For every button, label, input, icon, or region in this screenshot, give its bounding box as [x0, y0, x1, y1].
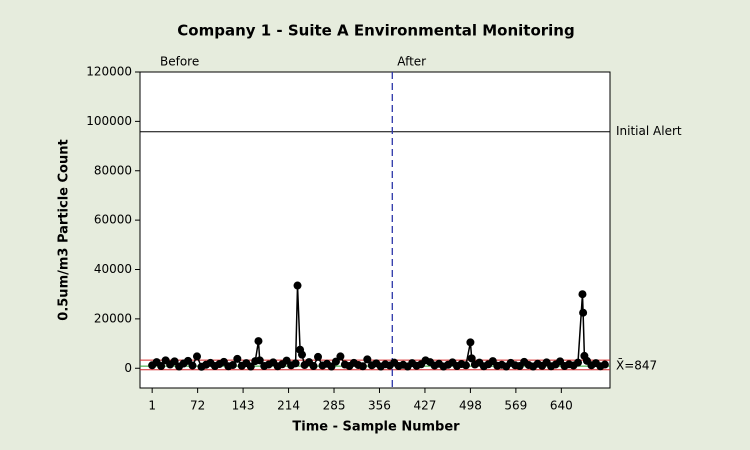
data-point: [233, 354, 242, 363]
x-tick-label: 143: [232, 399, 255, 413]
alert-label: Initial Alert: [616, 124, 682, 138]
plot-area: [139, 71, 611, 389]
data-point: [336, 352, 345, 361]
chart-title: Company 1 - Suite A Environmental Monito…: [177, 22, 574, 40]
x-tick-label: 498: [459, 399, 482, 413]
x-tick-label: 1: [148, 399, 156, 413]
data-point: [466, 338, 475, 347]
phase-right-label: After: [397, 55, 426, 69]
y-tick-label: 20000: [94, 311, 132, 325]
data-point: [293, 281, 302, 290]
x-tick-label: 214: [277, 399, 300, 413]
data-point: [331, 357, 340, 366]
data-point: [579, 308, 588, 317]
y-tick-label: 60000: [94, 213, 132, 227]
y-tick-label: 100000: [86, 114, 132, 128]
data-point: [573, 358, 582, 367]
phase-left-label: Before: [160, 55, 199, 69]
data-point: [314, 352, 323, 361]
data-point: [578, 290, 587, 299]
x-tick-label: 356: [368, 399, 391, 413]
data-point: [254, 337, 263, 346]
data-point: [363, 355, 372, 364]
mean-label: X̄=847: [616, 358, 657, 372]
data-point: [298, 350, 307, 359]
data-point: [170, 357, 179, 366]
x-tick-label: 427: [413, 399, 436, 413]
data-point: [192, 352, 201, 361]
data-point: [228, 361, 237, 370]
x-tick-label: 72: [190, 399, 205, 413]
data-point: [188, 361, 197, 370]
y-axis-label: 0.5um/m3 Particle Count: [57, 139, 72, 320]
data-point: [358, 362, 367, 371]
data-point: [255, 356, 264, 365]
y-tick-label: 40000: [94, 262, 132, 276]
x-axis-label: Time - Sample Number: [292, 420, 460, 435]
data-point: [246, 362, 255, 371]
data-point: [291, 359, 300, 368]
y-tick-label: 0: [124, 361, 132, 375]
data-point: [461, 361, 470, 370]
y-tick-label: 80000: [94, 163, 132, 177]
y-tick-label: 120000: [86, 65, 132, 79]
x-tick-label: 569: [504, 399, 527, 413]
x-tick-label: 640: [550, 399, 573, 413]
data-point: [309, 362, 318, 371]
data-point: [157, 362, 166, 371]
x-tick-label: 285: [323, 399, 346, 413]
data-point: [467, 354, 476, 363]
data-point: [600, 360, 609, 369]
